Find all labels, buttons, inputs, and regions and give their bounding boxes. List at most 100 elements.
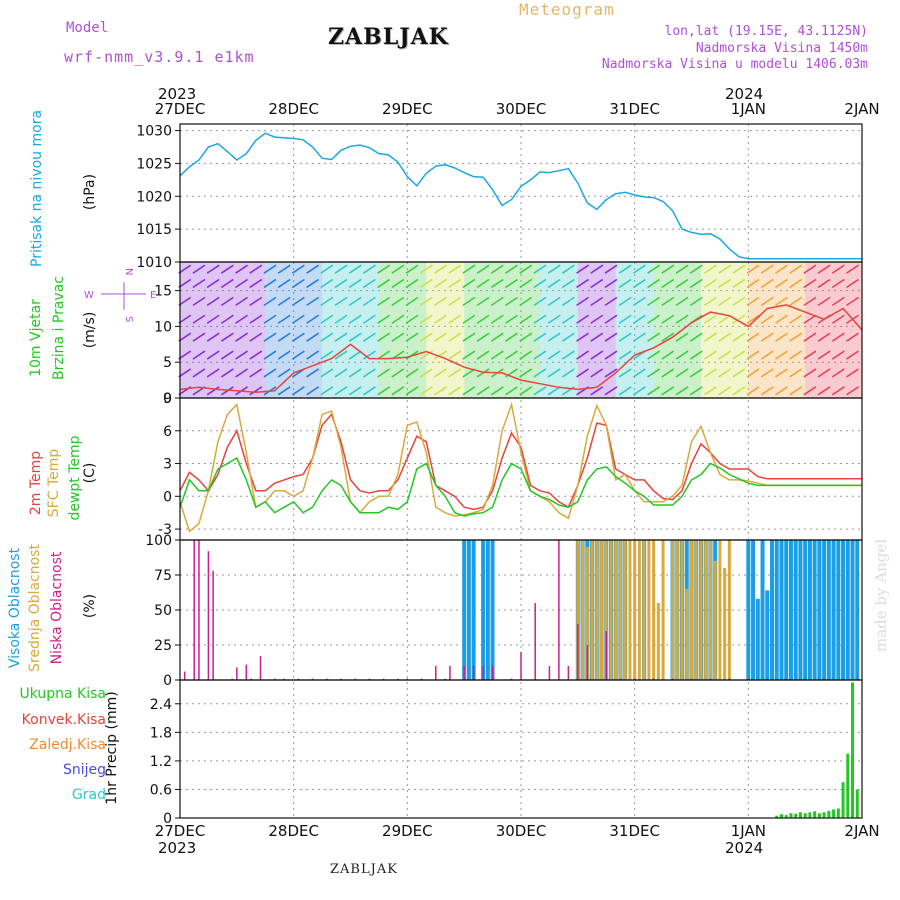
wind-barb	[334, 332, 348, 342]
wind-barb	[831, 332, 845, 342]
wind-barb	[675, 386, 689, 396]
wind-barb	[746, 314, 760, 324]
wind-barb	[775, 296, 788, 307]
cloud-bar	[642, 540, 646, 680]
wind-barb	[306, 350, 320, 360]
cloud-bar	[485, 540, 490, 680]
wind-barb	[348, 350, 362, 360]
wind-barb	[490, 264, 504, 274]
wind-barb	[704, 278, 717, 289]
cloud-bar	[784, 540, 789, 680]
y-tick-label: 10	[154, 319, 172, 335]
wind-barb	[831, 264, 845, 274]
wind-barb	[618, 332, 632, 342]
cloud-bar	[822, 540, 827, 680]
wind-barb	[760, 296, 774, 307]
wind-barb	[547, 264, 561, 274]
y-tick-label: 6	[163, 424, 172, 440]
wind-barb	[746, 296, 760, 307]
wind-barb	[732, 264, 746, 274]
y-tick-label: 75	[154, 568, 172, 584]
wind-barb	[704, 314, 717, 324]
wind-barb	[561, 368, 575, 378]
meteogram-label: Meteogram	[519, 0, 615, 19]
cloud-bar	[747, 678, 750, 680]
wind-barb	[519, 278, 533, 289]
wind-barb	[789, 386, 803, 396]
cloud-bar	[548, 666, 551, 680]
wind-barb	[348, 332, 362, 342]
wind-barb	[632, 296, 646, 307]
cloud-bar	[491, 666, 494, 680]
wind-barb	[576, 350, 590, 360]
cloud-bar	[604, 540, 608, 680]
cloud-bar	[671, 678, 674, 680]
wind-barb	[618, 350, 632, 360]
cloud-bar	[577, 624, 579, 680]
wind-barb	[405, 386, 419, 396]
wind-barb	[604, 332, 618, 342]
wind-barb	[519, 332, 533, 342]
wind-barb	[249, 386, 263, 396]
y-tick-label: 2.4	[150, 697, 172, 713]
wind-barb	[462, 278, 476, 289]
wind-barb	[192, 350, 206, 360]
wind-barb	[377, 314, 391, 324]
cloud-bar	[746, 540, 751, 680]
wind-barb	[277, 368, 291, 378]
wind-barb	[618, 278, 632, 289]
wind-barb	[291, 332, 305, 342]
wind-barb	[831, 278, 845, 289]
wind-barb	[803, 278, 817, 289]
cloud-bar	[845, 540, 850, 680]
cloud-bar	[699, 540, 703, 680]
wind-barb	[576, 264, 590, 274]
wind-barb	[334, 368, 348, 378]
wind-barb	[277, 278, 291, 289]
wind-barb	[647, 332, 661, 342]
wind-barb	[689, 368, 703, 378]
wind-barb	[746, 332, 760, 342]
wind-barb	[320, 368, 334, 378]
wind-barb	[661, 314, 675, 324]
precip-bar	[808, 812, 812, 818]
model-label: Model	[66, 20, 109, 36]
cloud-bar	[803, 540, 808, 680]
wind-barb	[263, 368, 277, 378]
series-line	[179, 401, 862, 533]
wind-barb	[732, 332, 746, 342]
y-tick-label: 0.6	[150, 782, 172, 798]
wind-barb	[263, 264, 277, 274]
wind-barb	[647, 278, 661, 289]
wind-barb	[760, 386, 774, 396]
wind-barb	[632, 314, 646, 324]
wind-barb	[675, 264, 689, 274]
wind-barb	[334, 278, 348, 289]
cloud-bar	[713, 561, 717, 680]
wind-barb	[462, 314, 476, 324]
wind-barb	[604, 314, 618, 324]
wind-barb	[519, 296, 533, 307]
wind-barb	[789, 332, 803, 342]
wind-barb	[760, 350, 774, 360]
wind-barb	[618, 386, 632, 396]
wind-barb	[803, 296, 817, 307]
wind-barb	[604, 386, 618, 396]
wind-barb	[348, 314, 362, 324]
wind-barb	[206, 350, 220, 360]
wind-barb	[448, 264, 462, 274]
wind-barb	[576, 314, 590, 324]
wind-barb	[320, 296, 334, 307]
wind-barb	[576, 296, 590, 307]
wind-barb	[846, 278, 859, 289]
wind-barb	[363, 264, 376, 274]
wind-barb	[320, 386, 334, 396]
cloud-bar	[482, 666, 484, 680]
wind-barb	[363, 278, 376, 289]
legend-total-rain: Ukupna Kisa	[19, 686, 106, 702]
wind-barb	[689, 350, 703, 360]
wind-barb	[377, 264, 391, 274]
wind-barb	[789, 368, 803, 378]
wind-barb	[192, 278, 206, 289]
wind-barb	[235, 368, 249, 378]
